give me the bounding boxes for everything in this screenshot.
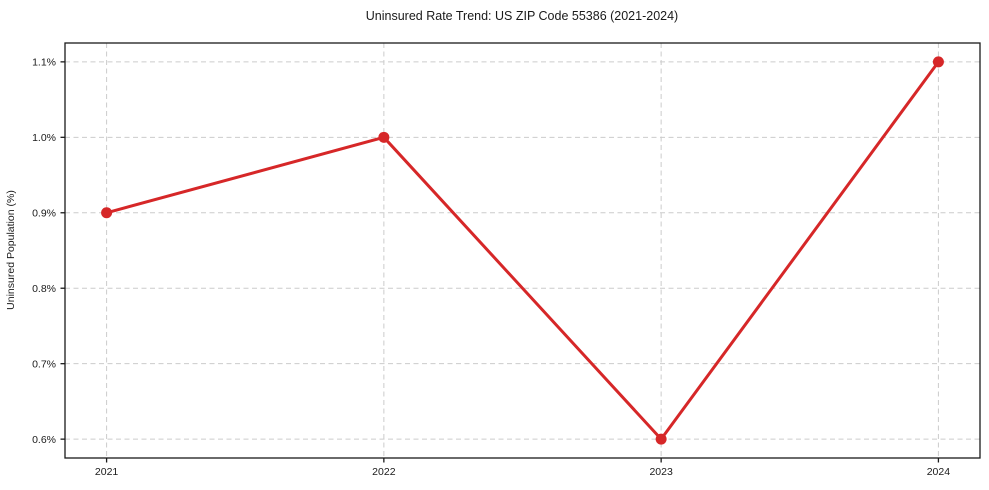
data-point-marker [101,207,113,219]
trend-line [105,60,940,441]
chart-title: Uninsured Rate Trend: US ZIP Code 55386 … [366,9,678,23]
y-tick-label: 0.8% [32,283,56,295]
data-point-marker [655,433,667,445]
plot-border [64,42,981,459]
x-tick-label: 2021 [95,466,119,478]
x-tick-label: 2022 [372,466,396,478]
y-tick-label: 0.7% [32,358,56,370]
x-tick-label: 2023 [649,466,673,478]
y-tick-label: 0.6% [32,434,56,446]
x-tick-label: 2024 [927,466,951,478]
y-tick-label: 1.0% [32,132,56,144]
y-tick-label: 0.9% [32,208,56,220]
data-point-marker [378,131,390,143]
y-tick-label: 1.1% [32,57,56,69]
data-point-marker [932,56,944,68]
y-axis-label: Uninsured Population (%) [5,190,17,310]
plot-area: 0.6% 0.7% 0.8% 0.9% 1.0% 1.1% 2021 2022 2023 2024 [32,42,981,478]
